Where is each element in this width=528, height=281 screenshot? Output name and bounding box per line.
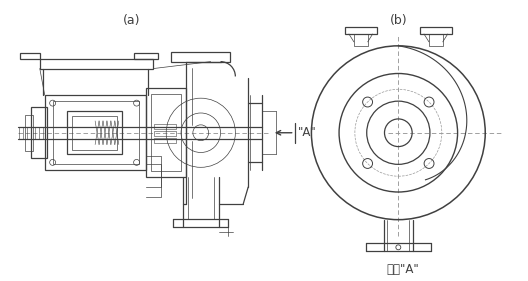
Bar xyxy=(72,116,117,149)
Bar xyxy=(154,131,176,136)
Bar xyxy=(354,34,367,46)
Bar xyxy=(146,88,186,177)
Bar xyxy=(45,95,146,170)
Text: 矢視"A": 矢視"A" xyxy=(387,263,420,276)
Text: (b): (b) xyxy=(390,14,407,27)
Bar xyxy=(171,52,230,62)
Bar xyxy=(68,111,122,155)
Bar xyxy=(420,27,451,34)
Bar xyxy=(53,101,138,164)
Bar xyxy=(154,138,176,143)
Bar xyxy=(20,53,40,59)
Bar xyxy=(40,59,153,69)
Bar xyxy=(31,107,46,158)
Bar xyxy=(154,124,176,129)
Text: "A": "A" xyxy=(298,126,316,139)
Text: (a): (a) xyxy=(123,14,140,27)
Bar xyxy=(134,53,158,59)
Bar xyxy=(25,115,33,151)
Bar xyxy=(152,94,181,171)
Bar xyxy=(345,27,376,34)
Bar xyxy=(429,34,443,46)
